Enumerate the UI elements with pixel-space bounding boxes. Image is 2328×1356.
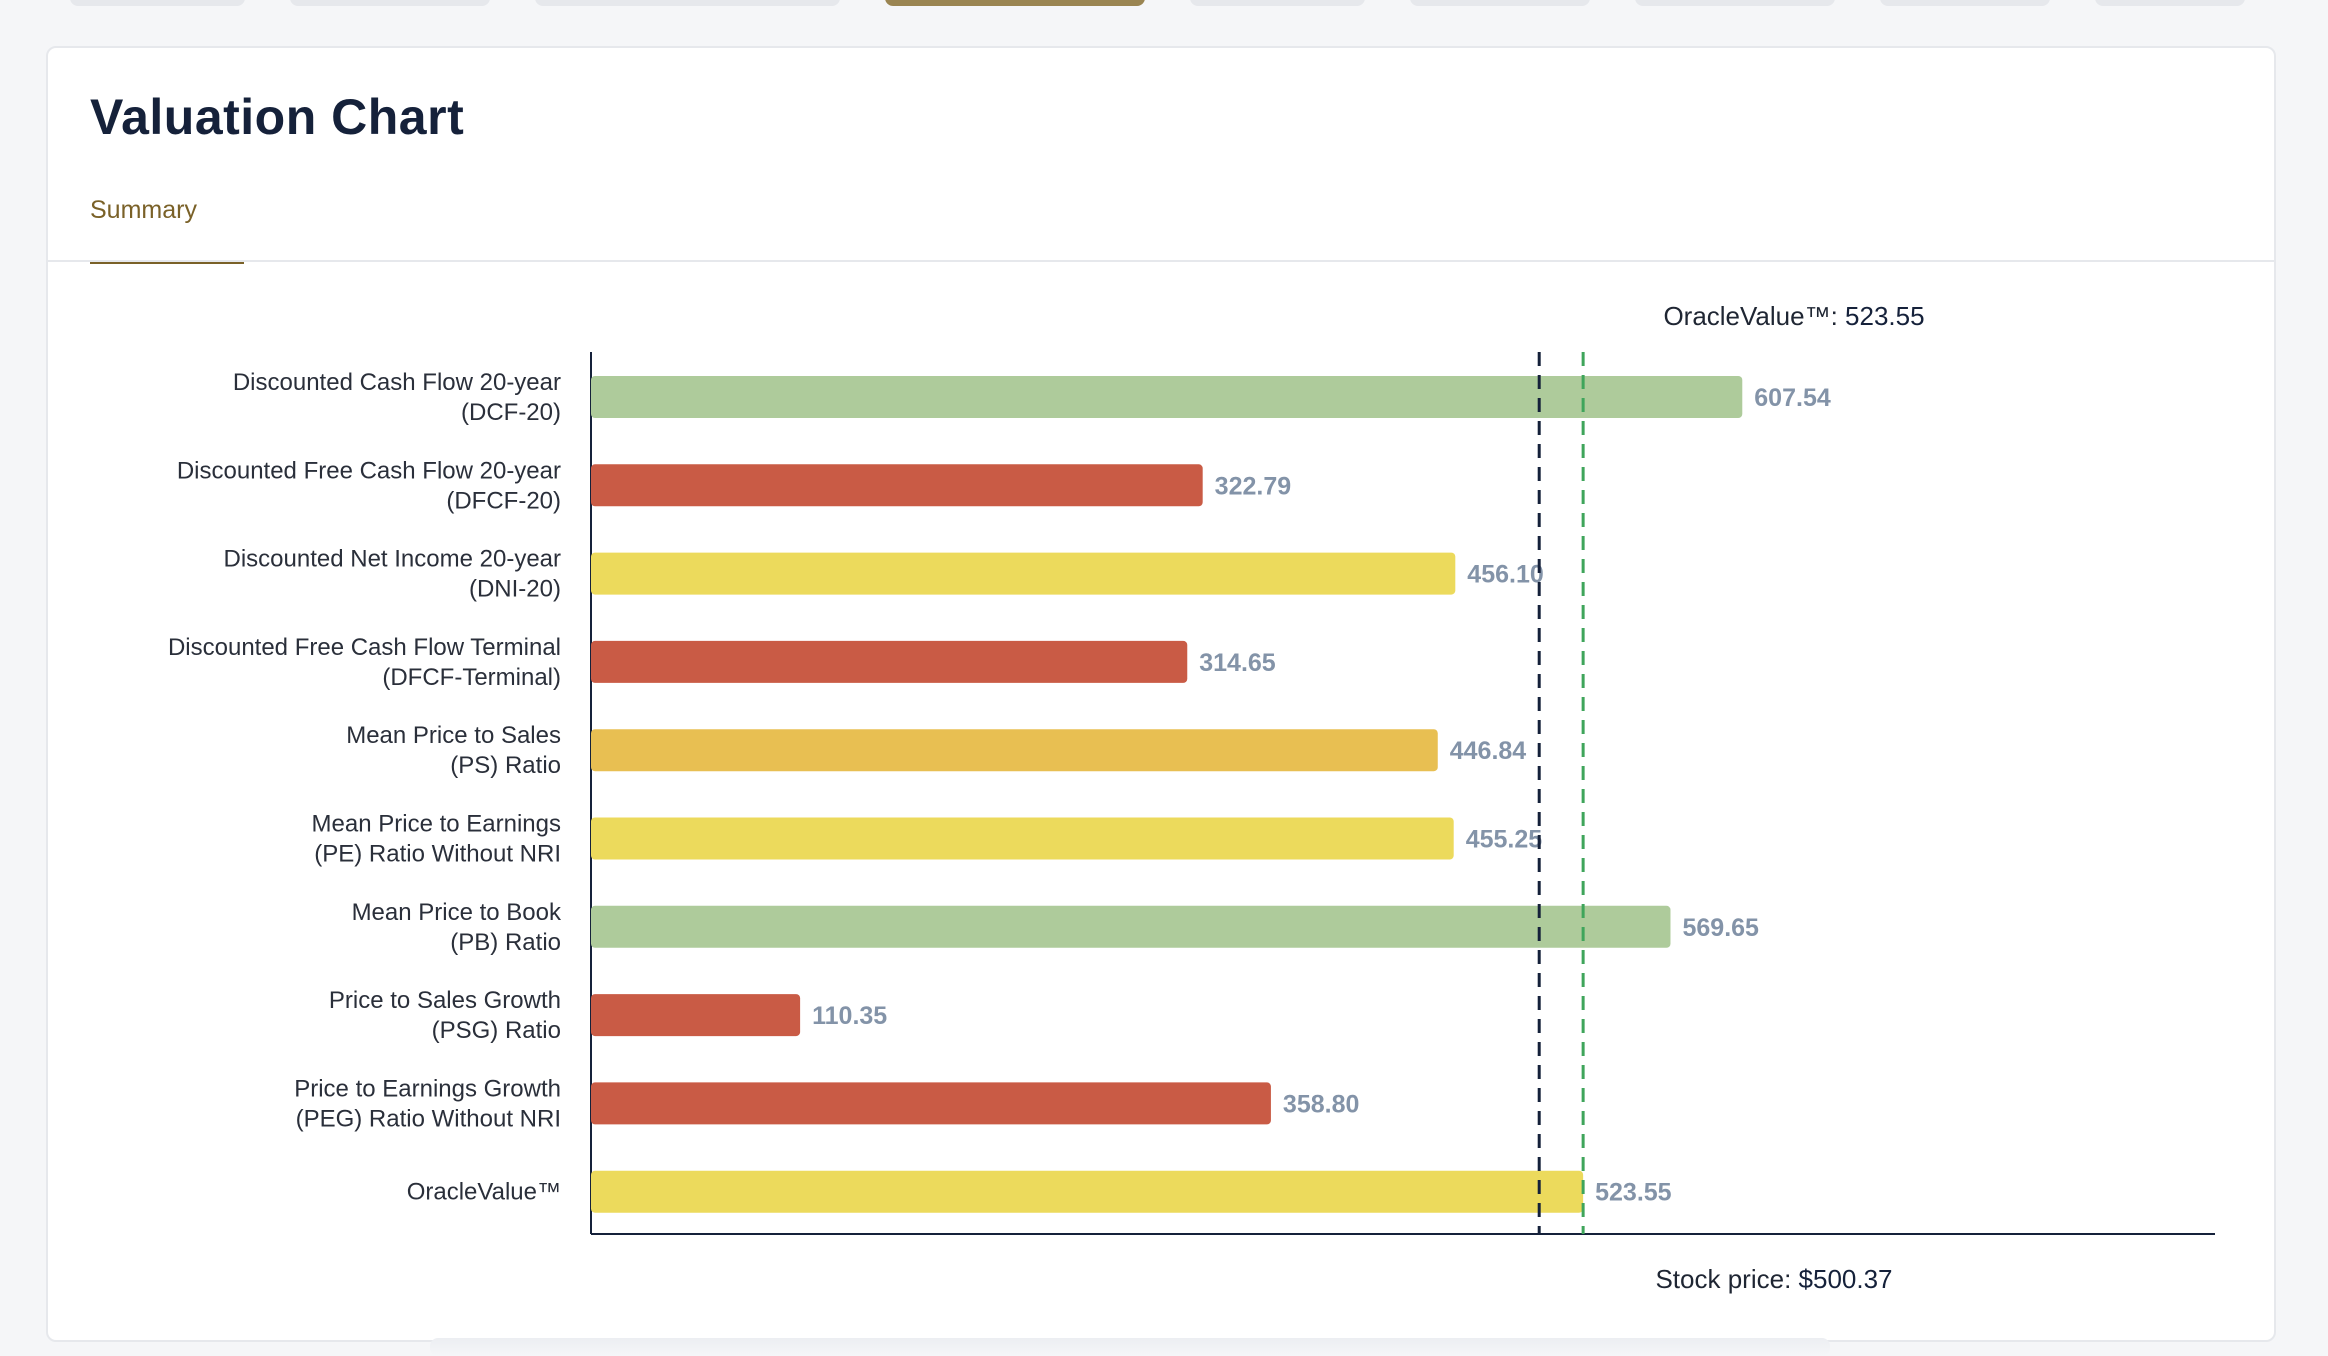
stock-price-prefix: Stock price: — [1655, 1264, 1798, 1294]
bar-value-label: 455.25 — [1466, 826, 1543, 854]
category-label-line1: Price to Earnings Growth — [294, 1075, 561, 1102]
nav-tab[interactable] — [70, 0, 245, 6]
bar-3[interactable] — [591, 552, 1456, 595]
nav-tab[interactable] — [1410, 0, 1590, 6]
bar-6[interactable] — [591, 817, 1454, 860]
bar-value-label: 569.65 — [1682, 914, 1759, 942]
category-label-line2: (PS) Ratio — [450, 752, 561, 779]
category-label-line1: Price to Sales Growth — [329, 987, 561, 1014]
nav-tab[interactable] — [1880, 0, 2050, 6]
category-label-line1: Mean Price to Book — [352, 899, 562, 926]
bar-value-label: 322.79 — [1215, 472, 1291, 500]
category-label-line1: Discounted Net Income 20-year — [224, 546, 562, 573]
category-label-line2: (DNI-20) — [469, 576, 561, 603]
bar-value-label: 446.84 — [1450, 737, 1527, 765]
oraclevalue-reference-label: OracleValue™: 523.55 — [1663, 301, 1924, 331]
bar-5[interactable] — [591, 729, 1438, 772]
tab-summary-label: Summary — [90, 196, 197, 224]
nav-tab[interactable] — [535, 0, 840, 6]
tab-bar-divider — [48, 260, 2274, 262]
category-label-line2: (PSG) Ratio — [432, 1017, 561, 1044]
category-label-line2: (DFCF-Terminal) — [382, 664, 561, 691]
category-label-line2: (PE) Ratio Without NRI — [314, 841, 561, 868]
bar-10[interactable] — [591, 1170, 1584, 1213]
bar-1[interactable] — [591, 376, 1743, 418]
bar-4[interactable] — [591, 640, 1188, 683]
bar-value-label: 456.10 — [1467, 561, 1543, 589]
bar-value-label: 314.65 — [1199, 649, 1276, 677]
category-label-line2: (DFCF-20) — [446, 487, 561, 514]
category-label: OracleValue™ — [407, 1179, 561, 1206]
bar-7[interactable] — [591, 905, 1671, 948]
bar-value-label: 607.54 — [1754, 384, 1831, 412]
card-shadow — [430, 1338, 1830, 1356]
category-label-line1: Discounted Cash Flow 20-year — [233, 369, 561, 396]
stock-price-reference-label: Stock price: $500.37 — [1655, 1264, 1892, 1294]
stock-price-value: $500.37 — [1799, 1264, 1893, 1294]
oraclevalue-value: 523.55 — [1845, 301, 1925, 331]
bar-9[interactable] — [591, 1082, 1271, 1125]
category-label-line1: Mean Price to Sales — [346, 722, 561, 749]
top-navigation-tabs — [0, 0, 2328, 10]
category-label-line2: (PEG) Ratio Without NRI — [296, 1105, 561, 1132]
category-label-line1: Discounted Free Cash Flow 20-year — [177, 457, 561, 484]
bar-8[interactable] — [591, 994, 801, 1037]
category-label-line1: Discounted Free Cash Flow Terminal — [168, 634, 561, 661]
bar-value-label: 523.55 — [1595, 1179, 1672, 1207]
category-label-line1: Mean Price to Earnings — [312, 811, 561, 838]
bar-2[interactable] — [591, 464, 1203, 507]
nav-tab[interactable] — [1190, 0, 1365, 6]
page-title: Valuation Chart — [90, 89, 465, 145]
nav-tab[interactable] — [2095, 0, 2245, 6]
bar-value-label: 358.80 — [1283, 1090, 1359, 1118]
active-tab-indicator — [90, 260, 244, 264]
category-label-line2: (PB) Ratio — [450, 929, 561, 956]
bar-value-label: 110.35 — [812, 1002, 887, 1030]
category-label-line2: (DCF-20) — [461, 399, 561, 426]
tab-summary[interactable]: Summary — [90, 196, 244, 264]
oraclevalue-prefix: OracleValue™: — [1663, 301, 1845, 331]
nav-tab[interactable] — [290, 0, 490, 6]
valuation-chart-card: Valuation Chart Summary — [46, 46, 2276, 1342]
nav-tab-active[interactable] — [885, 0, 1145, 6]
nav-tab[interactable] — [1635, 0, 1835, 6]
